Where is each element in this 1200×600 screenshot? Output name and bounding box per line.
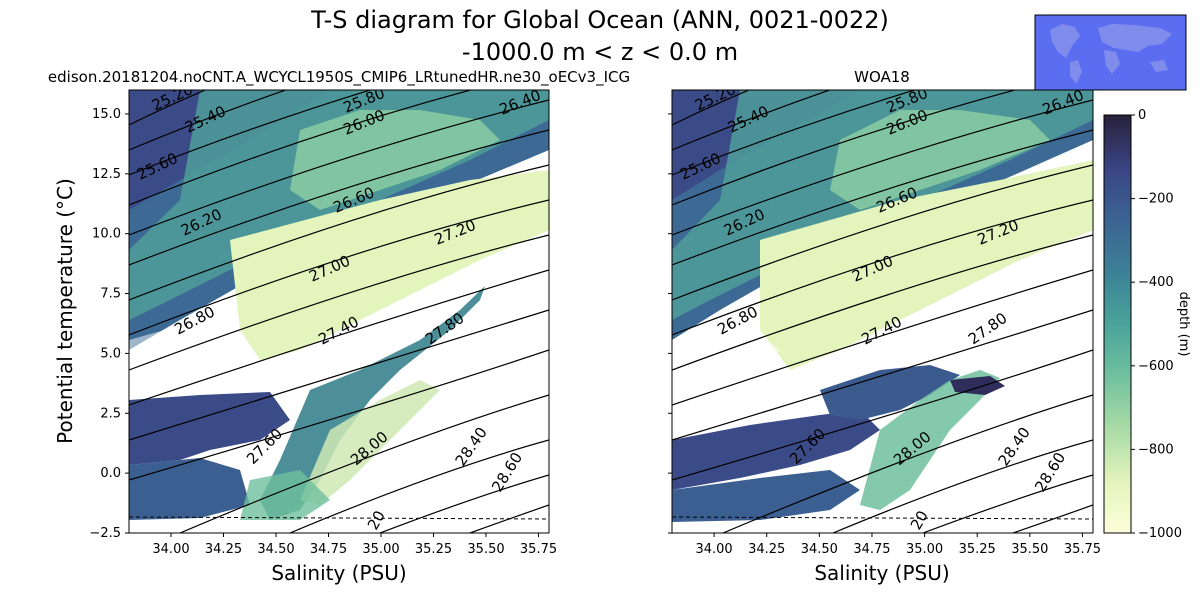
right-x-tick-label: 35.25: [959, 542, 996, 557]
left-cloud-green-streak: [290, 110, 500, 210]
colorbar-tick-label: 0: [1138, 108, 1146, 123]
left-x-tick-label: 35.25: [415, 542, 452, 557]
right-y-axis: [668, 113, 672, 534]
left-cloud-lower-left-b: [129, 458, 250, 520]
left-y-tick-label: 10.0: [92, 227, 121, 242]
left-y-tick-label: 2.5: [100, 406, 121, 421]
left-x-tick-label: 34.75: [310, 542, 347, 557]
region-map-inset: [1034, 14, 1187, 91]
map-landmass: [1050, 24, 1172, 84]
right-x-tick-label: 35.50: [1011, 542, 1048, 557]
right-cloud-mid-island: [820, 365, 960, 420]
figure-title-line2: -1000.0 m < z < 0.0 m: [462, 38, 738, 66]
left-y-tick-label: 0.0: [100, 466, 121, 481]
right-density-contours: [672, 90, 1093, 533]
right-x-tick-label: 35.00: [906, 542, 943, 557]
right-x-axis-label: Salinity (PSU): [814, 561, 949, 585]
left-plot-frame: [128, 89, 550, 534]
right-cloud-pale-band: [760, 160, 1093, 370]
figure-title-line1: T-S diagram for Global Ocean (ANN, 0021-…: [310, 6, 889, 34]
left-x-tick-label: 35.50: [467, 542, 504, 557]
right-plot-frame: [671, 89, 1094, 534]
left-plot-content: 25.20 25.40 25.60 25.80 26.00 26.20 26.4…: [129, 90, 549, 533]
colorbar-tick-label: −400: [1138, 275, 1174, 290]
colorbar: 0 −200 −400 −600 −800 −1000 depth (m): [1103, 108, 1191, 541]
left-panel: edison.20181204.noCNT.A_WCYCL1950S_CMIP6…: [48, 68, 630, 585]
right-panel-title: WOA18: [854, 68, 910, 86]
right-cloud-shallow-band: [672, 90, 860, 200]
left-y-tick-label: 12.5: [92, 167, 121, 182]
left-cloud-tongue: [260, 286, 485, 520]
right-x-axis: 34.00 34.25 34.50 34.75 35.00 35.25 35.50 35.75: [695, 533, 1101, 557]
left-x-axis-label: Salinity (PSU): [271, 561, 406, 585]
left-cloud-bottom-streak: [240, 470, 330, 520]
left-y-tick-label: 15.0: [92, 107, 121, 122]
left-y-tick-label: 7.5: [100, 287, 121, 302]
right-cloud-dark-patch: [950, 376, 1005, 395]
right-x-tick-label: 34.50: [801, 542, 838, 557]
left-y-tick-label: 5.0: [100, 346, 121, 361]
left-cloud-lower-left: [129, 392, 290, 465]
right-plot-content: 25.20 25.40 25.60 25.80 26.00 26.20 26.4…: [672, 90, 1093, 533]
right-cloud-lower-left: [672, 410, 880, 490]
left-cloud-pale-band: [230, 170, 549, 360]
left-x-tick-label: 34.25: [205, 542, 242, 557]
left-freezing-line: [129, 516, 549, 520]
left-x-tick-label: 35.75: [520, 542, 557, 557]
left-x-tick-label: 34.00: [152, 542, 189, 557]
colorbar-tick-label: −800: [1138, 442, 1174, 457]
left-panel-title: edison.20181204.noCNT.A_WCYCL1950S_CMIP6…: [48, 68, 630, 87]
left-cloud-tongue-pale: [300, 380, 440, 505]
colorbar-gradient: [1103, 114, 1132, 534]
left-x-tick-label: 35.00: [362, 542, 399, 557]
colorbar-ticks: 0 −200 −400 −600 −800 −1000: [1131, 108, 1182, 541]
right-x-tick-label: 34.00: [695, 542, 732, 557]
right-cloud-lower-left-b: [672, 470, 860, 522]
right-x-tick-label: 34.75: [853, 542, 890, 557]
colorbar-tick-label: −600: [1138, 359, 1174, 374]
left-x-tick-label: 34.50: [257, 542, 294, 557]
left-y-axis: −2.5 0.0 2.5 5.0 7.5 10.0 12.5 15.0: [89, 107, 129, 541]
right-x-tick-label: 34.25: [748, 542, 785, 557]
left-y-tick-label: −2.5: [89, 526, 121, 541]
colorbar-tick-label: −1000: [1138, 526, 1182, 541]
colorbar-label: depth (m): [1176, 292, 1191, 357]
right-cloud-tongue: [860, 370, 1000, 510]
left-y-axis-label: Potential temperature (°C): [53, 178, 77, 444]
left-x-axis: 34.00 34.25 34.50 34.75 35.00 35.25 35.50 35.75: [152, 533, 557, 557]
right-x-tick-label: 35.75: [1064, 542, 1101, 557]
right-panel: WOA18: [668, 68, 1101, 585]
colorbar-tick-label: −200: [1138, 192, 1174, 207]
left-cloud-whitegap: [129, 320, 240, 395]
right-freezing-line: [672, 516, 1093, 520]
right-cloud-green-streak: [830, 110, 1050, 210]
